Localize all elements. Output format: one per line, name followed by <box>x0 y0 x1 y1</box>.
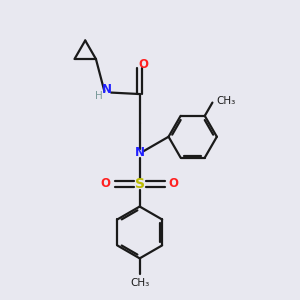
Text: N: N <box>135 146 145 159</box>
Text: CH₃: CH₃ <box>216 96 236 106</box>
Text: CH₃: CH₃ <box>130 278 149 288</box>
Text: N: N <box>102 83 112 96</box>
Text: O: O <box>100 177 110 190</box>
Text: O: O <box>138 58 148 70</box>
Text: S: S <box>135 177 145 191</box>
Text: H: H <box>95 92 103 101</box>
Text: O: O <box>169 177 179 190</box>
